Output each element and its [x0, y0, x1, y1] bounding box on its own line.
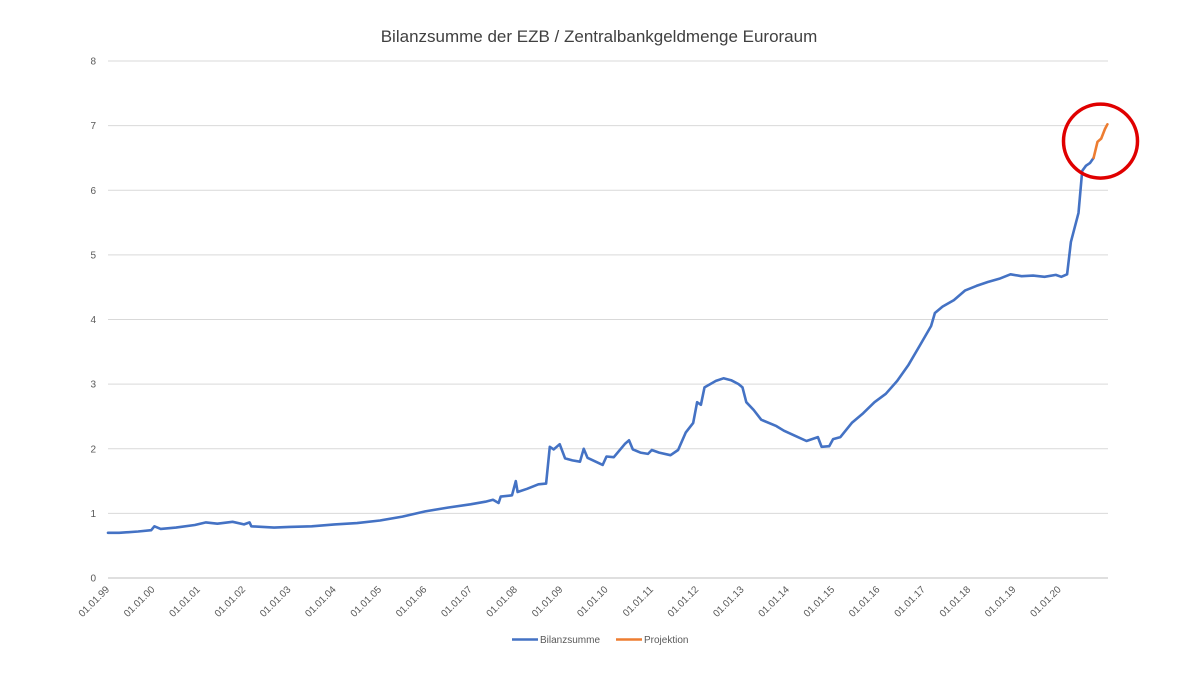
y-tick-label: 2	[90, 444, 96, 455]
legend-label-bilanzsumme: Bilanzsumme	[540, 635, 600, 646]
legend-label-projektion: Projektion	[644, 635, 688, 646]
series-lines	[106, 123, 1109, 535]
x-axis-tick-labels: 01.01.99 01.01.00 01.01.01 01.01.02 01.01.03…	[77, 584, 1064, 620]
x-tick-label: 01.01.13	[711, 584, 747, 620]
chart-title: Bilanzsumme der EZB / Zentralbankgeldmen…	[381, 27, 818, 46]
x-tick-label: 01.01.14	[757, 584, 793, 620]
x-tick-label: 01.01.99	[77, 584, 113, 620]
x-tick-label: 01.01.16	[847, 584, 883, 620]
x-tick-label: 01.01.18	[938, 584, 974, 620]
x-tick-label: 01.01.00	[122, 584, 158, 620]
gridlines	[108, 60, 1108, 579]
annotations	[1061, 102, 1140, 180]
y-tick-label: 5	[90, 250, 96, 261]
legend: Bilanzsumme Projektion	[512, 635, 688, 646]
x-tick-label: 01.01.02	[213, 584, 249, 620]
highlight-circle	[1061, 102, 1140, 180]
x-tick-label: 01.01.19	[983, 584, 1019, 620]
x-tick-label: 01.01.01	[168, 584, 204, 620]
x-tick-label: 01.01.15	[802, 584, 838, 620]
y-tick-label: 0	[90, 574, 96, 585]
x-tick-label: 01.01.12	[666, 584, 702, 620]
y-tick-label: 3	[90, 380, 96, 391]
x-tick-label: 01.01.17	[893, 584, 929, 620]
y-tick-label: 7	[90, 121, 96, 132]
y-tick-label: 1	[90, 509, 96, 520]
x-tick-label: 01.01.07	[439, 584, 475, 620]
y-tick-label: 4	[90, 315, 96, 326]
x-tick-label: 01.01.08	[485, 584, 521, 620]
x-tick-label: 01.01.06	[394, 584, 430, 620]
y-axis-tick-labels: 0 1 2 3 4 5 6 7 8	[90, 57, 96, 585]
x-tick-label: 01.01.10	[575, 584, 611, 620]
x-tick-label: 01.01.20	[1028, 584, 1064, 620]
y-tick-label: 8	[90, 57, 96, 68]
x-tick-label: 01.01.09	[530, 584, 566, 620]
x-tick-label: 01.01.04	[303, 584, 339, 620]
x-tick-label: 01.01.03	[258, 584, 294, 620]
x-tick-label: 01.01.11	[621, 584, 656, 619]
series-line-bilanzsumme	[106, 156, 1095, 535]
series-line-projektion	[1092, 123, 1109, 160]
y-tick-label: 6	[90, 186, 96, 197]
x-tick-label: 01.01.05	[349, 584, 385, 620]
